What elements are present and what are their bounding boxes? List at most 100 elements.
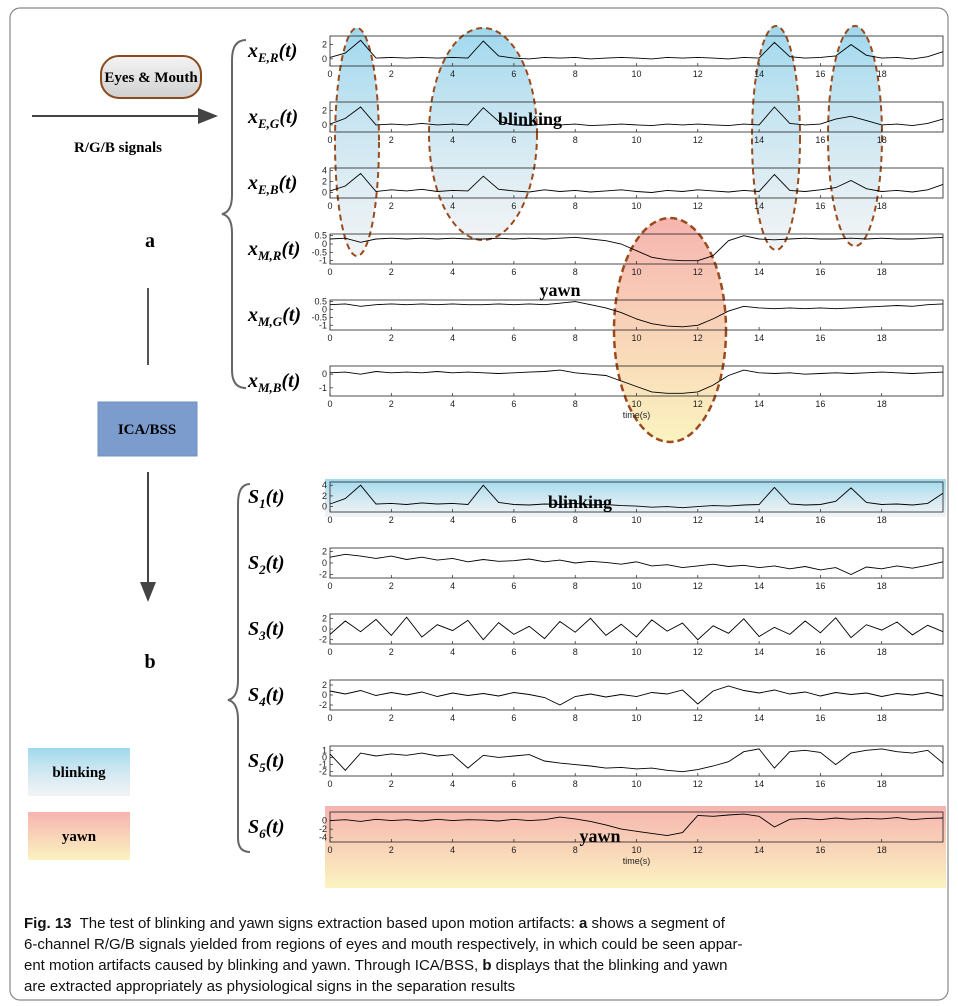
y-tick-label: -2 [319, 635, 327, 645]
caption-line: 6-channel R/G/B signals yielded from reg… [24, 936, 742, 953]
legend-label: yawn [62, 829, 97, 845]
y-tick-label: 2 [322, 613, 327, 623]
label-symbol: S [248, 618, 259, 640]
label-argument: (t) [281, 238, 300, 260]
label-symbol: x [247, 370, 258, 392]
x-tick-label: 2 [389, 515, 394, 525]
x-tick-label: 0 [327, 201, 332, 211]
y-axis-label: xM,B(t) [247, 370, 300, 395]
x-tick-label: 6 [511, 399, 516, 409]
x-tick-label: 16 [815, 267, 825, 277]
label-argument: (t) [279, 172, 298, 194]
x-tick-label: 14 [754, 845, 764, 855]
x-tick-label: 14 [754, 201, 764, 211]
label-subscript: E,B [257, 182, 279, 197]
x-tick-label: 14 [754, 515, 764, 525]
label-subscript: 3 [258, 628, 266, 643]
x-tick-label: 12 [693, 713, 703, 723]
x-tick-label: 18 [877, 69, 887, 79]
x-tick-label: 4 [450, 399, 455, 409]
x-tick-label: 2 [389, 201, 394, 211]
x-tick-label: 8 [573, 201, 578, 211]
label-symbol: x [247, 304, 258, 326]
signal-panel: 0 2 4 6 8 10 12 14 16 180.50-0.5-1xM,R(t) [247, 231, 944, 277]
x-tick-label: 6 [511, 581, 516, 591]
x-tick-label: 6 [511, 515, 516, 525]
x-tick-label: 18 [877, 581, 887, 591]
label-subscript: M,G [257, 314, 283, 329]
y-axis-label: S6(t) [248, 816, 285, 841]
y-tick-label: 0 [322, 304, 327, 314]
x-tick-label: 4 [450, 845, 455, 855]
x-tick-label: 2 [389, 647, 394, 657]
x-tick-label: 8 [573, 267, 578, 277]
plot-box [329, 613, 944, 645]
x-tick-label: 18 [877, 515, 887, 525]
y-tick-label: 0 [322, 239, 327, 249]
y-tick-label: -4 [319, 833, 327, 843]
blink-band [325, 479, 946, 517]
y-axis-label: S3(t) [248, 618, 285, 643]
y-tick-label: 1 [322, 745, 327, 755]
x-tick-label: 10 [631, 713, 641, 723]
plot-box [329, 679, 944, 711]
label-subscript: 2 [258, 562, 266, 577]
signal-line [329, 616, 944, 641]
x-tick-label: 4 [450, 515, 455, 525]
x-tick-label: 0 [327, 333, 332, 343]
x-tick-label: 6 [511, 267, 516, 277]
y-tick-label: 2 [322, 177, 327, 187]
x-tick-label: 12 [693, 201, 703, 211]
y-tick-label: 4 [322, 166, 327, 176]
x-tick-label: 4 [450, 647, 455, 657]
x-tick-label: 0 [327, 267, 332, 277]
x-tick-label: 6 [511, 333, 516, 343]
x-tick-label: 16 [815, 845, 825, 855]
y-axis-label: S2(t) [248, 552, 285, 577]
x-tick-label: 10 [631, 399, 641, 409]
x-tick-label: 12 [693, 581, 703, 591]
x-tick-label: 18 [877, 647, 887, 657]
x-tick-label: 0 [327, 69, 332, 79]
x-tick-label: 16 [815, 647, 825, 657]
signal-line [329, 106, 944, 127]
x-tick-label: 18 [877, 333, 887, 343]
caption-line: Fig. 13 The test of blinking and yawn si… [24, 915, 726, 932]
y-tick-label: 0 [322, 752, 327, 762]
x-tick-label: 12 [693, 69, 703, 79]
panel-label: b [144, 651, 155, 673]
y-tick-label: -1 [319, 320, 327, 330]
x-tick-label: 18 [877, 713, 887, 723]
y-tick-label: 0.5 [314, 297, 327, 307]
signal-panel: 0 2 4 6 8 10 12 14 16 18 0 2 xE,R(t) [247, 35, 944, 79]
x-tick-label: 10 [631, 515, 641, 525]
y-tick-label: 0 [322, 188, 327, 198]
blink-highlight [428, 27, 538, 241]
x-tick-label: 18 [877, 779, 887, 789]
x-tick-label: 2 [389, 713, 394, 723]
y-tick-label: 0 [322, 558, 327, 568]
x-tick-label: 12 [693, 647, 703, 657]
x-tick-label: 14 [754, 69, 764, 79]
caption-text: shows a segment of [587, 915, 725, 932]
plot-box [329, 745, 944, 777]
x-tick-label: 8 [573, 581, 578, 591]
legend-label: blinking [52, 765, 106, 781]
label-symbol: x [247, 106, 258, 128]
caption-line: are extracted appropriately as physiolog… [24, 978, 515, 995]
y-tick-label: 0 [322, 120, 327, 130]
plot-box [329, 547, 944, 579]
x-tick-label: 2 [389, 399, 394, 409]
caption-text: 6-channel R/G/B signals yielded from reg… [24, 936, 742, 953]
x-tick-label: 6 [511, 201, 516, 211]
y-tick-label: 2 [322, 491, 327, 501]
label-subscript: E,G [257, 116, 280, 131]
x-tick-label: 4 [450, 333, 455, 343]
label-symbol: S [248, 486, 259, 508]
x-tick-label: 6 [511, 845, 516, 855]
x-tick-label: 12 [693, 515, 703, 525]
label-argument: (t) [266, 816, 285, 838]
caption-text: The test of blinking and yawn signs extr… [72, 915, 580, 932]
